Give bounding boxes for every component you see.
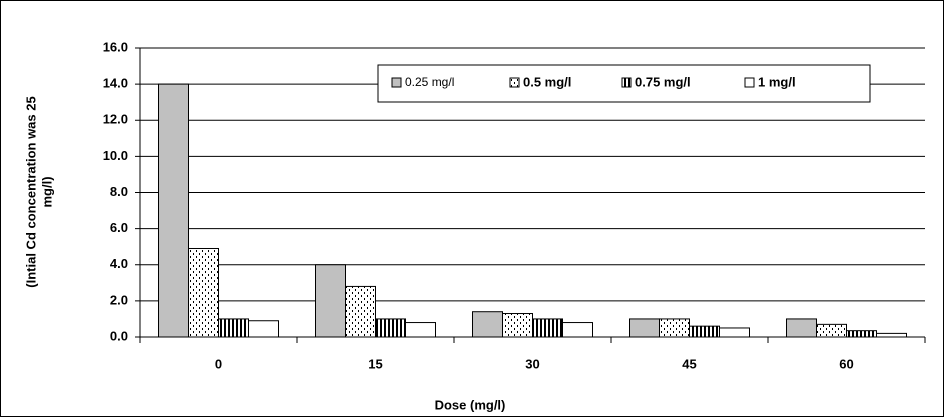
x-axis-label: Dose (mg/l) (435, 397, 506, 412)
legend-swatch (744, 77, 755, 88)
y-tick-label: 12.0 (103, 112, 128, 127)
bar (315, 264, 346, 338)
bar (719, 327, 750, 338)
legend-label: 0.25 mg/l (405, 75, 454, 89)
y-axis-label: (Intial Cd concentration was 25 mg/l) (23, 96, 54, 287)
bar (188, 247, 219, 338)
bar (248, 320, 279, 338)
x-tick-label: 45 (682, 356, 696, 371)
legend-swatch (509, 77, 520, 88)
x-tick-label: 60 (839, 356, 853, 371)
bar (786, 318, 817, 338)
y-tick-label: 10.0 (103, 148, 128, 163)
bar (375, 318, 406, 338)
bar (846, 330, 877, 338)
legend-swatch (621, 77, 632, 88)
bar (472, 311, 503, 338)
y-tick-label: 2.0 (110, 292, 128, 307)
y-axis-label-line: mg/l) (39, 176, 54, 207)
bar (218, 318, 249, 338)
x-tick-label: 0 (215, 356, 222, 371)
legend-label: 1 mg/l (758, 74, 796, 89)
y-tick-label: 4.0 (110, 256, 128, 271)
legend-label: 0.75 mg/l (635, 74, 691, 89)
y-tick-label: 8.0 (110, 184, 128, 199)
x-tick-label: 15 (368, 356, 382, 371)
bar (629, 318, 660, 338)
y-tick-label: 14.0 (103, 76, 128, 91)
plot: 0.0 2.0 4.0 6.0 8.0 10.0 12.0 14.0 16.0 0 15 30 45 60… (103, 39, 926, 371)
bar (562, 322, 593, 338)
bar (689, 325, 720, 338)
y-tick-label: 6.0 (110, 220, 128, 235)
y-tick-label: 16.0 (103, 39, 128, 54)
bar (405, 322, 436, 338)
bar (816, 323, 847, 338)
bar (659, 318, 690, 338)
x-tick-label: 30 (525, 356, 539, 371)
bar (158, 83, 189, 338)
bar (345, 285, 376, 338)
legend: 0.25 mg/l 0.5 mg/l 0.75 mg/l 1 mg/l (377, 64, 871, 103)
y-axis-label-line: (Intial Cd concentration was 25 (23, 96, 38, 287)
bar (532, 318, 563, 338)
bar (876, 332, 907, 338)
y-tick-label: 0.0 (110, 328, 128, 343)
bar (502, 313, 533, 338)
legend-label: 0.5 mg/l (523, 74, 571, 89)
legend-swatch (391, 77, 402, 88)
